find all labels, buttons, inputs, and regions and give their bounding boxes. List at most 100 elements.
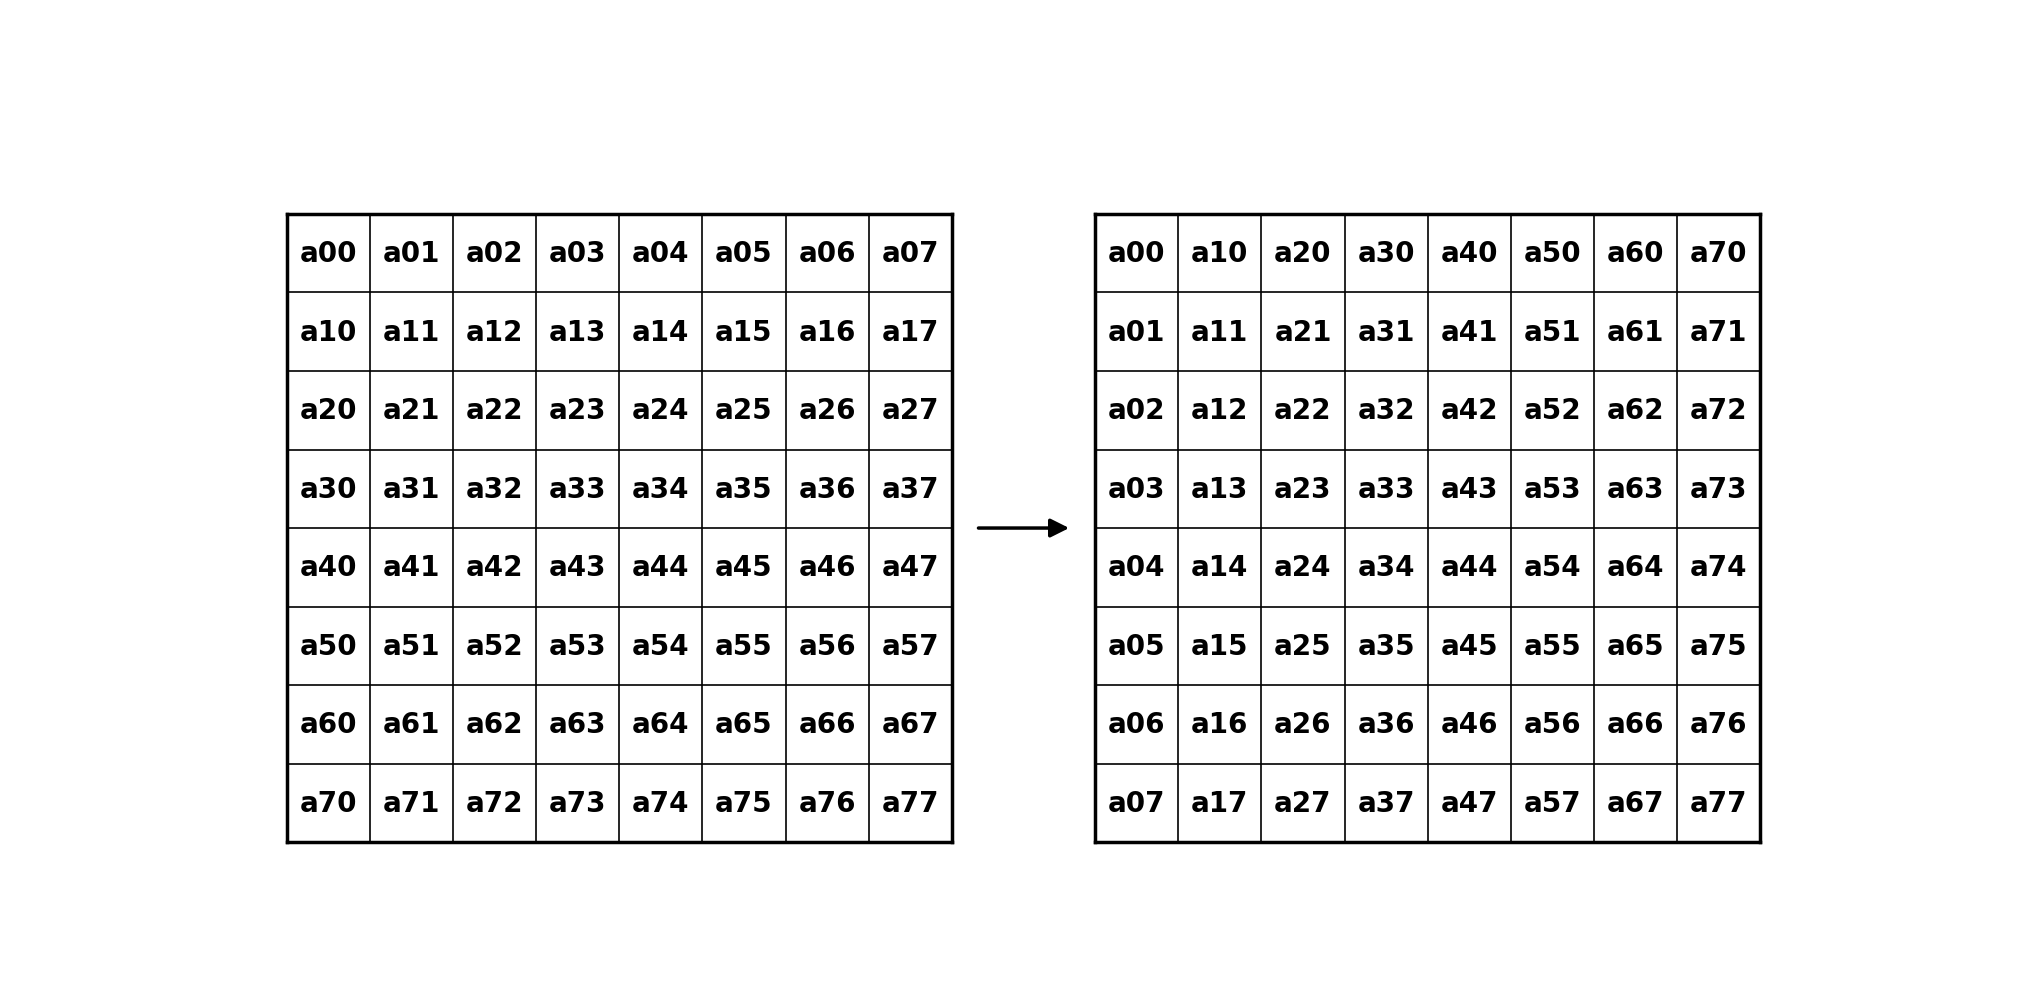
Text: a04: a04 — [1108, 554, 1165, 581]
Text: a24: a24 — [631, 397, 690, 424]
Text: a74: a74 — [631, 789, 690, 817]
Text: a23: a23 — [550, 397, 607, 424]
Text: a60: a60 — [299, 711, 356, 739]
Text: a61: a61 — [383, 711, 440, 739]
Text: a72: a72 — [466, 789, 523, 817]
Text: a62: a62 — [1606, 397, 1663, 424]
Text: a00: a00 — [299, 240, 356, 267]
Text: a55: a55 — [1523, 632, 1582, 660]
Text: a26: a26 — [1275, 711, 1332, 739]
Text: a74: a74 — [1690, 554, 1747, 581]
Text: a66: a66 — [798, 711, 855, 739]
Text: a57: a57 — [882, 632, 939, 660]
Text: a35: a35 — [1358, 632, 1415, 660]
Text: a24: a24 — [1275, 554, 1332, 581]
Text: a64: a64 — [631, 711, 690, 739]
Text: a01: a01 — [383, 240, 440, 267]
Text: a56: a56 — [798, 632, 855, 660]
Text: a35: a35 — [715, 475, 774, 503]
Text: a37: a37 — [882, 475, 939, 503]
Text: a51: a51 — [1523, 318, 1582, 346]
Text: a53: a53 — [1523, 475, 1582, 503]
Text: a15: a15 — [1191, 632, 1248, 660]
Text: a32: a32 — [466, 475, 523, 503]
Text: a03: a03 — [1108, 475, 1165, 503]
Text: a56: a56 — [1523, 711, 1582, 739]
Bar — [287, 215, 951, 842]
Text: a30: a30 — [1358, 240, 1415, 267]
Text: a52: a52 — [466, 632, 523, 660]
Text: a14: a14 — [1191, 554, 1248, 581]
Text: a46: a46 — [798, 554, 855, 581]
Text: a34: a34 — [631, 475, 690, 503]
Text: a42: a42 — [466, 554, 523, 581]
Text: a11: a11 — [383, 318, 440, 346]
Text: a05: a05 — [715, 240, 774, 267]
Text: a47: a47 — [1441, 789, 1498, 817]
Text: a05: a05 — [1108, 632, 1165, 660]
Text: a10: a10 — [299, 318, 356, 346]
Text: a61: a61 — [1606, 318, 1663, 346]
Text: a11: a11 — [1191, 318, 1248, 346]
Text: a14: a14 — [631, 318, 690, 346]
Text: a44: a44 — [631, 554, 690, 581]
Text: a50: a50 — [299, 632, 356, 660]
Text: a73: a73 — [550, 789, 607, 817]
Text: a43: a43 — [550, 554, 607, 581]
Text: a45: a45 — [715, 554, 774, 581]
Text: a07: a07 — [1108, 789, 1165, 817]
Text: a47: a47 — [882, 554, 939, 581]
Text: a73: a73 — [1690, 475, 1747, 503]
Text: a13: a13 — [1191, 475, 1248, 503]
Text: a45: a45 — [1439, 632, 1498, 660]
Text: a65: a65 — [1606, 632, 1663, 660]
Text: a64: a64 — [1606, 554, 1663, 581]
Text: a60: a60 — [1606, 240, 1663, 267]
Text: a66: a66 — [1606, 711, 1663, 739]
Text: a77: a77 — [1690, 789, 1747, 817]
Text: a23: a23 — [1275, 475, 1332, 503]
Text: a00: a00 — [1108, 240, 1165, 267]
Text: a65: a65 — [715, 711, 774, 739]
Text: a34: a34 — [1358, 554, 1415, 581]
Text: a75: a75 — [1690, 632, 1747, 660]
Text: a25: a25 — [1275, 632, 1332, 660]
Text: a36: a36 — [798, 475, 855, 503]
Text: a22: a22 — [466, 397, 523, 424]
Text: a22: a22 — [1275, 397, 1332, 424]
Text: a15: a15 — [715, 318, 774, 346]
Text: a17: a17 — [1191, 789, 1248, 817]
Text: a52: a52 — [1523, 397, 1582, 424]
Text: a40: a40 — [1441, 240, 1498, 267]
Text: a71: a71 — [383, 789, 440, 817]
Text: a02: a02 — [466, 240, 523, 267]
Text: a07: a07 — [882, 240, 939, 267]
Text: a46: a46 — [1441, 711, 1498, 739]
Text: a55: a55 — [715, 632, 774, 660]
Text: a32: a32 — [1358, 397, 1415, 424]
Bar — [1095, 215, 1761, 842]
Text: a33: a33 — [550, 475, 607, 503]
Text: a27: a27 — [882, 397, 939, 424]
Text: a26: a26 — [798, 397, 855, 424]
Text: a76: a76 — [798, 789, 855, 817]
Text: a54: a54 — [1523, 554, 1582, 581]
Text: a17: a17 — [882, 318, 939, 346]
Text: a36: a36 — [1358, 711, 1415, 739]
Text: a50: a50 — [1523, 240, 1582, 267]
Text: a10: a10 — [1191, 240, 1248, 267]
Text: a16: a16 — [1191, 711, 1248, 739]
Text: a13: a13 — [550, 318, 607, 346]
Text: a01: a01 — [1108, 318, 1165, 346]
Text: a67: a67 — [882, 711, 939, 739]
Text: a42: a42 — [1441, 397, 1498, 424]
Text: a30: a30 — [299, 475, 356, 503]
Text: a31: a31 — [383, 475, 440, 503]
Text: a33: a33 — [1358, 475, 1415, 503]
Text: a12: a12 — [1191, 397, 1248, 424]
Text: a67: a67 — [1606, 789, 1663, 817]
Text: a53: a53 — [550, 632, 607, 660]
Text: a63: a63 — [550, 711, 607, 739]
Text: a70: a70 — [1690, 240, 1747, 267]
Text: a37: a37 — [1358, 789, 1415, 817]
